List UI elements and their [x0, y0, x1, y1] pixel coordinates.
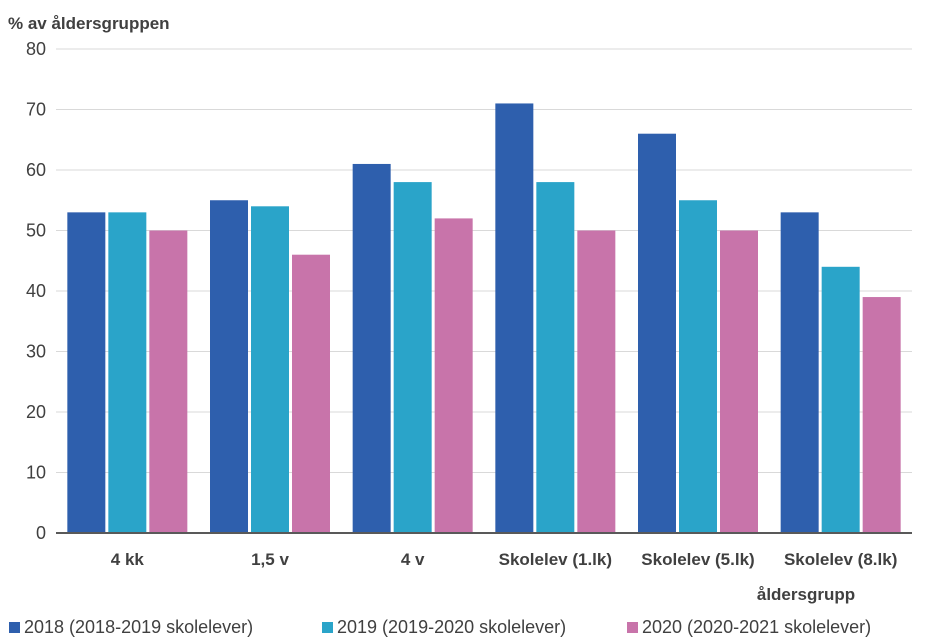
- y-tick-label: 20: [26, 402, 46, 422]
- y-tick-label: 0: [36, 523, 46, 543]
- x-tick-labels: 4 kk 1,5 v 4 v Skolelev (1.lk) Skolelev (5.l…: [111, 550, 898, 569]
- bar-1-5: [638, 133, 676, 533]
- y-tick-label: 10: [26, 463, 46, 483]
- bar-3-2: [292, 254, 330, 533]
- y-tick-label: 50: [26, 221, 46, 241]
- bar-3-6: [862, 297, 901, 533]
- gridlines: [56, 48, 912, 473]
- legend-swatch: [9, 622, 20, 633]
- bar-1-1: [67, 212, 106, 533]
- bar-1-2: [210, 200, 248, 533]
- bar-2-1: [108, 212, 147, 533]
- y-tick-label: 80: [26, 39, 46, 59]
- legend-label: 2020 (2020-2021 skolelever): [642, 617, 871, 637]
- x-axis-label: åldersgrupp: [757, 585, 855, 604]
- bar-3-4: [577, 230, 616, 533]
- y-axis-label: % av åldersgruppen: [8, 14, 170, 33]
- x-tick-label: Skolelev (8.lk): [784, 550, 897, 569]
- legend-swatch: [322, 622, 333, 633]
- bar-3-3: [434, 218, 473, 533]
- bar-2-5: [679, 200, 717, 533]
- y-tick-labels: 0 10 20 30 40 50 60 70 80: [26, 39, 46, 543]
- bar-2-4: [536, 182, 575, 533]
- legend-swatch: [627, 622, 638, 633]
- x-tick-label: 1,5 v: [251, 550, 289, 569]
- legend: 2018 (2018-2019 skolelever) 2019 (2019-20…: [9, 617, 871, 637]
- x-tick-label: Skolelev (5.lk): [641, 550, 754, 569]
- y-tick-label: 70: [26, 100, 46, 120]
- bar-2-2: [251, 206, 289, 534]
- x-tick-label: 4 kk: [111, 550, 145, 569]
- x-tick-label: 4 v: [401, 550, 425, 569]
- legend-label: 2019 (2019-2020 skolelever): [337, 617, 566, 637]
- bar-1-3: [352, 163, 391, 533]
- bar-2-3: [393, 182, 432, 533]
- bars: [67, 103, 901, 534]
- y-tick-label: 40: [26, 281, 46, 301]
- bar-1-6: [780, 212, 819, 533]
- bar-1-4: [495, 103, 534, 533]
- y-tick-label: 30: [26, 342, 46, 362]
- legend-label: 2018 (2018-2019 skolelever): [24, 617, 253, 637]
- bar-3-5: [720, 230, 758, 533]
- bar-3-1: [149, 230, 188, 533]
- y-tick-label: 60: [26, 160, 46, 180]
- x-tick-label: Skolelev (1.lk): [499, 550, 612, 569]
- bar-2-6: [821, 266, 860, 533]
